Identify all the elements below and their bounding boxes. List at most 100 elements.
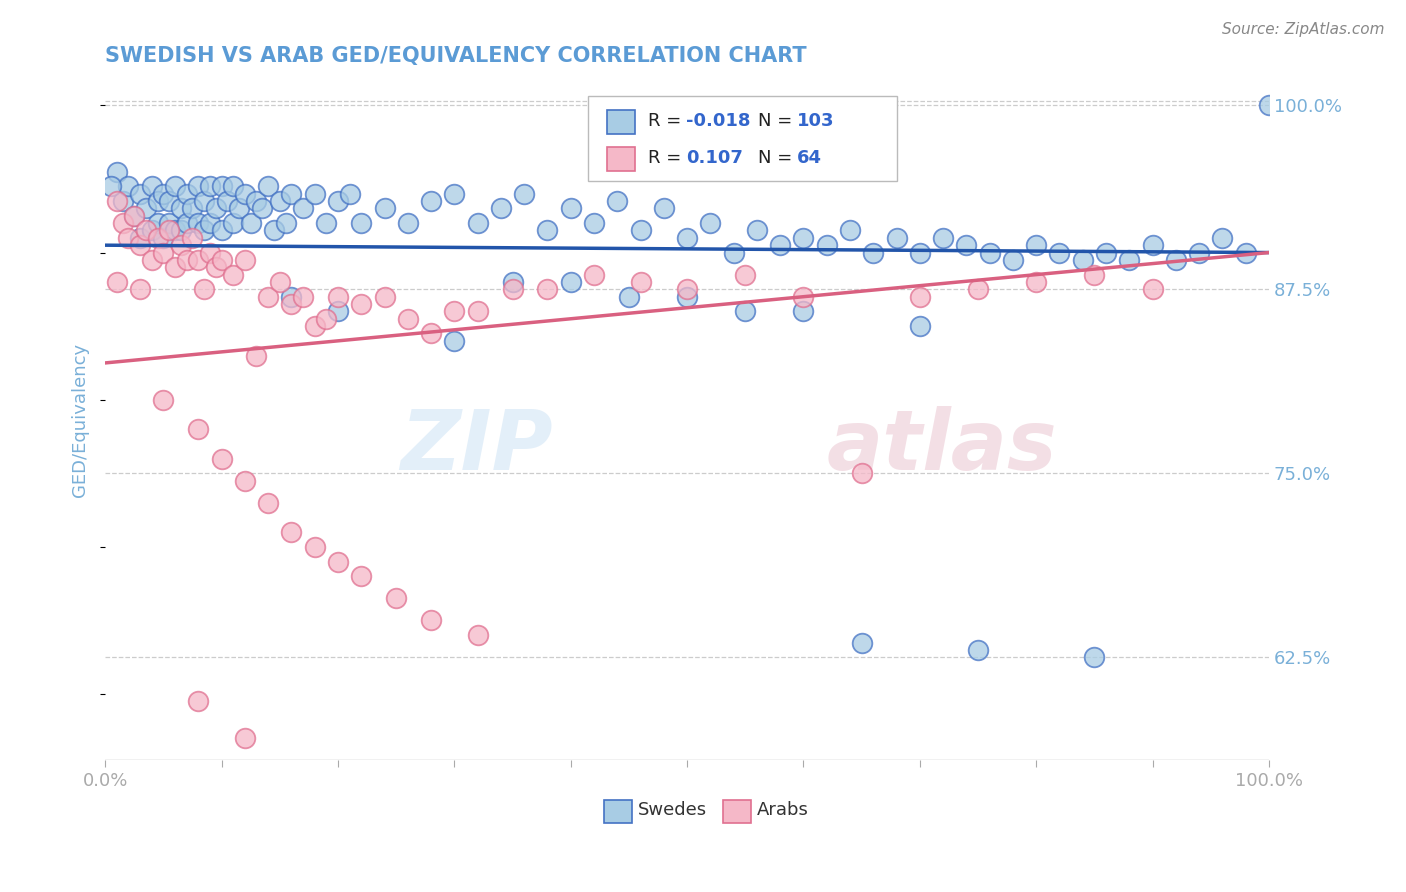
Point — [304, 186, 326, 201]
Point — [385, 591, 408, 606]
Point — [280, 297, 302, 311]
Y-axis label: GED/Equivalency: GED/Equivalency — [72, 343, 89, 497]
Point — [560, 202, 582, 216]
Point — [245, 194, 267, 208]
Point — [257, 179, 280, 194]
Point — [676, 290, 699, 304]
Point — [676, 231, 699, 245]
Point — [204, 260, 226, 275]
Point — [222, 179, 245, 194]
Point — [187, 216, 209, 230]
Point — [350, 216, 373, 230]
Point — [204, 202, 226, 216]
Point — [967, 643, 990, 657]
Point — [124, 209, 146, 223]
Point — [932, 231, 955, 245]
Text: 0.107: 0.107 — [686, 149, 742, 167]
Text: atlas: atlas — [827, 407, 1057, 487]
Point — [193, 223, 215, 237]
Point — [304, 319, 326, 334]
Point — [699, 216, 721, 230]
Point — [163, 260, 186, 275]
Point — [582, 216, 605, 230]
Text: R =: R = — [648, 149, 686, 167]
Point — [676, 282, 699, 296]
Point — [100, 179, 122, 194]
Point — [792, 304, 814, 318]
Point — [129, 238, 152, 252]
Point — [792, 290, 814, 304]
Point — [839, 223, 862, 237]
Point — [176, 252, 198, 267]
Point — [792, 231, 814, 245]
Point — [292, 290, 315, 304]
Point — [1095, 245, 1118, 260]
Point — [141, 179, 163, 194]
FancyBboxPatch shape — [605, 800, 633, 823]
Point — [176, 186, 198, 201]
Point — [734, 304, 756, 318]
Point — [582, 268, 605, 282]
Text: 64: 64 — [796, 149, 821, 167]
Point — [146, 194, 169, 208]
Point — [443, 304, 465, 318]
Point — [129, 282, 152, 296]
Point — [304, 540, 326, 554]
Point — [163, 223, 186, 237]
Point — [908, 245, 931, 260]
Point — [146, 231, 169, 245]
Point — [420, 194, 443, 208]
Point — [502, 275, 524, 289]
Point — [233, 186, 256, 201]
Point — [157, 223, 180, 237]
FancyBboxPatch shape — [723, 800, 751, 823]
Point — [630, 223, 652, 237]
Point — [217, 194, 239, 208]
Point — [198, 245, 221, 260]
Point — [252, 202, 274, 216]
Point — [1234, 245, 1257, 260]
Point — [263, 223, 285, 237]
Point — [163, 179, 186, 194]
Point — [467, 628, 489, 642]
Point — [157, 216, 180, 230]
Point — [269, 194, 291, 208]
Point — [117, 179, 139, 194]
Point — [443, 186, 465, 201]
Point — [745, 223, 768, 237]
Point — [967, 282, 990, 296]
Point — [1142, 238, 1164, 252]
Point — [198, 179, 221, 194]
Point — [1025, 238, 1047, 252]
Text: N =: N = — [758, 112, 799, 130]
Point — [170, 223, 193, 237]
Text: Swedes: Swedes — [638, 801, 707, 819]
Point — [124, 209, 146, 223]
Point — [560, 275, 582, 289]
Point — [233, 731, 256, 746]
Point — [187, 422, 209, 436]
Point — [315, 216, 337, 230]
Point — [135, 202, 157, 216]
Point — [396, 216, 419, 230]
Point — [198, 216, 221, 230]
Point — [467, 216, 489, 230]
Point — [373, 290, 395, 304]
Point — [141, 223, 163, 237]
Point — [135, 223, 157, 237]
Point — [105, 275, 128, 289]
Point — [502, 282, 524, 296]
Point — [467, 304, 489, 318]
Text: N =: N = — [758, 149, 799, 167]
Point — [233, 252, 256, 267]
Point — [815, 238, 838, 252]
Point — [152, 245, 174, 260]
Point — [152, 231, 174, 245]
Text: -0.018: -0.018 — [686, 112, 751, 130]
Point — [326, 304, 349, 318]
Text: 103: 103 — [796, 112, 834, 130]
Text: Source: ZipAtlas.com: Source: ZipAtlas.com — [1222, 22, 1385, 37]
Point — [734, 268, 756, 282]
Point — [117, 231, 139, 245]
Point — [723, 245, 745, 260]
